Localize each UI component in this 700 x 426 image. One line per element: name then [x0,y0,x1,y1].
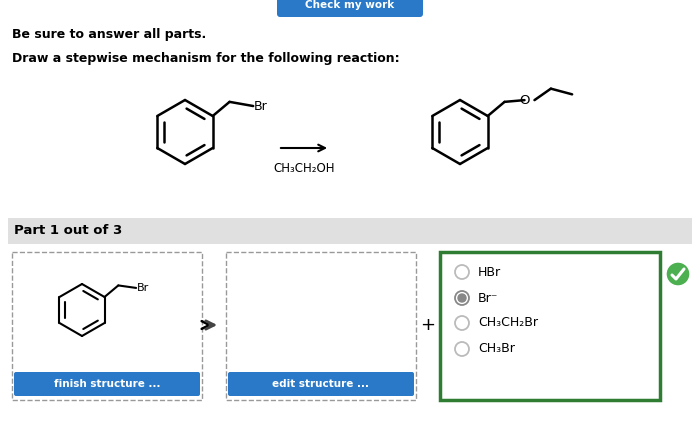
Text: CH₃CH₂Br: CH₃CH₂Br [478,317,538,329]
Text: Br: Br [254,100,268,112]
Text: Check my work: Check my work [305,0,395,10]
Text: +: + [421,316,435,334]
Text: HBr: HBr [478,265,501,279]
Bar [12,252,202,400]
Text: edit structure ...: edit structure ... [272,379,370,389]
Text: Part 1 out of 3: Part 1 out of 3 [14,225,122,238]
Bar [226,252,416,400]
Text: O: O [519,94,530,106]
Text: CH₃Br: CH₃Br [478,343,515,356]
Text: Be sure to answer all parts.: Be sure to answer all parts. [12,28,206,41]
Text: Br: Br [137,283,149,293]
Circle shape [666,262,690,286]
Text: Br⁻: Br⁻ [478,291,498,305]
Bar [8,218,692,244]
Text: Draw a stepwise mechanism for the following reaction:: Draw a stepwise mechanism for the follow… [12,52,400,65]
FancyBboxPatch shape [277,0,423,17]
FancyBboxPatch shape [14,372,200,396]
Text: finish structure ...: finish structure ... [54,379,160,389]
Text: CH₃CH₂OH: CH₃CH₂OH [273,162,335,175]
Circle shape [458,294,466,302]
Bar [440,252,660,400]
FancyBboxPatch shape [228,372,414,396]
